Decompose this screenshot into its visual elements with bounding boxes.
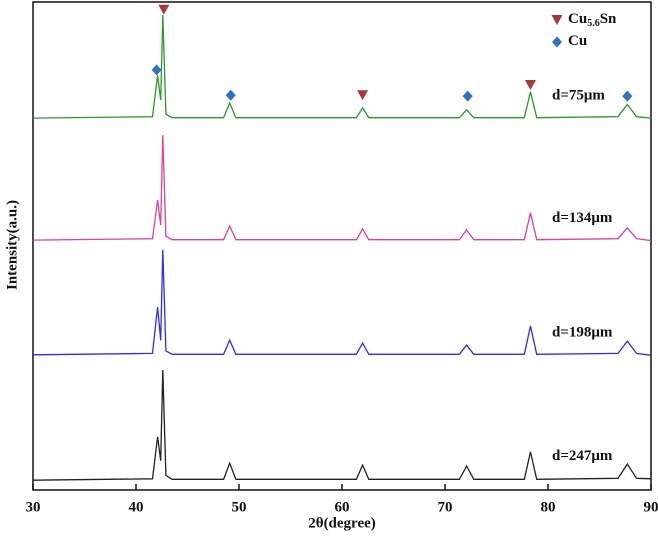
diamond-marker — [463, 91, 473, 102]
x-tick-label: 30 — [26, 499, 41, 515]
legend-label: Cu5.6Sn — [568, 11, 617, 29]
legend-text-part: Cu — [568, 11, 587, 27]
diamond-marker — [226, 90, 236, 101]
x-axis-label: 2θ(degree) — [308, 515, 376, 531]
triangle-marker — [158, 5, 169, 15]
diamond-marker — [552, 37, 562, 48]
legend-label: Cu — [568, 33, 587, 49]
plot-frame — [33, 2, 651, 490]
x-tick-label: 80 — [541, 499, 556, 515]
x-tick-label: 70 — [438, 499, 453, 515]
legend-text-part: Cu — [568, 33, 587, 49]
x-tick-label: 50 — [232, 499, 247, 515]
x-tick-label: 90 — [644, 499, 658, 515]
diamond-marker — [152, 64, 162, 75]
triangle-marker — [525, 80, 536, 90]
series-label: d=134μm — [552, 210, 613, 226]
series-label: d=198μm — [552, 325, 613, 341]
series-label: d=75μm — [552, 88, 605, 104]
y-axis-label: Intensity(a.u.) — [4, 200, 20, 290]
x-tick-label: 60 — [335, 499, 350, 515]
legend-text-part: Sn — [600, 11, 617, 27]
triangle-marker — [552, 15, 563, 25]
legend-text-part: 5.6 — [587, 18, 600, 29]
series-label: d=247μm — [552, 448, 613, 464]
x-tick-label: 40 — [129, 499, 144, 515]
triangle-marker — [357, 90, 368, 100]
diamond-marker — [622, 91, 632, 102]
